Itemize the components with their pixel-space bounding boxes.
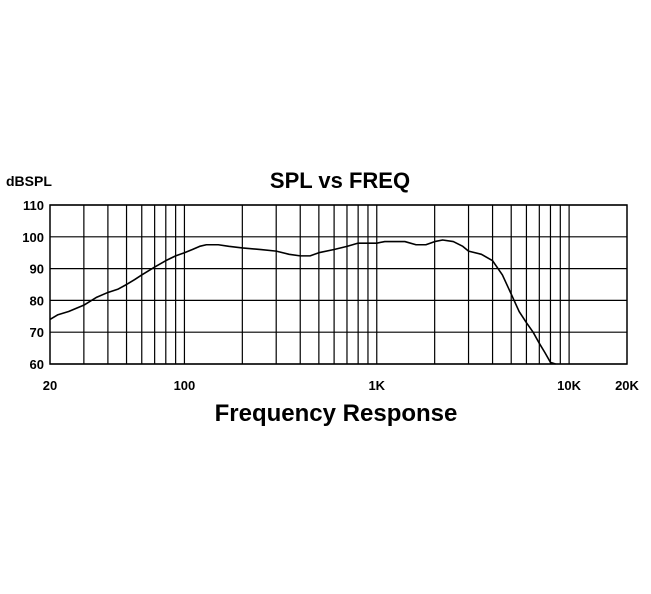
y-tick-label: 90 (30, 262, 44, 277)
x-tick-label: 10K (557, 378, 581, 393)
y-tick-label: 80 (30, 293, 44, 308)
chart-title: SPL vs FREQ (270, 168, 410, 193)
y-axis-unit-label: dBSPL (6, 173, 52, 189)
y-tick-labels: 110 100 90 80 70 60 (22, 198, 44, 372)
x-tick-label: 20 (43, 378, 57, 393)
y-tick-label: 60 (30, 357, 44, 372)
x-tick-label: 100 (174, 378, 196, 393)
plot-frame (49, 204, 628, 365)
series-layer (49, 239, 556, 365)
x-tick-label: 1K (368, 378, 385, 393)
frequency-response-line (49, 239, 556, 365)
x-tick-labels: 20 100 1K 10K 20K (43, 378, 640, 393)
x-axis-label: Frequency Response (215, 400, 458, 427)
y-tick-label: 110 (23, 198, 44, 213)
x-tick-label: 20K (615, 378, 639, 393)
y-tick-label: 70 (30, 325, 44, 340)
grid-lines (50, 204, 627, 365)
y-tick-label: 100 (22, 230, 44, 245)
